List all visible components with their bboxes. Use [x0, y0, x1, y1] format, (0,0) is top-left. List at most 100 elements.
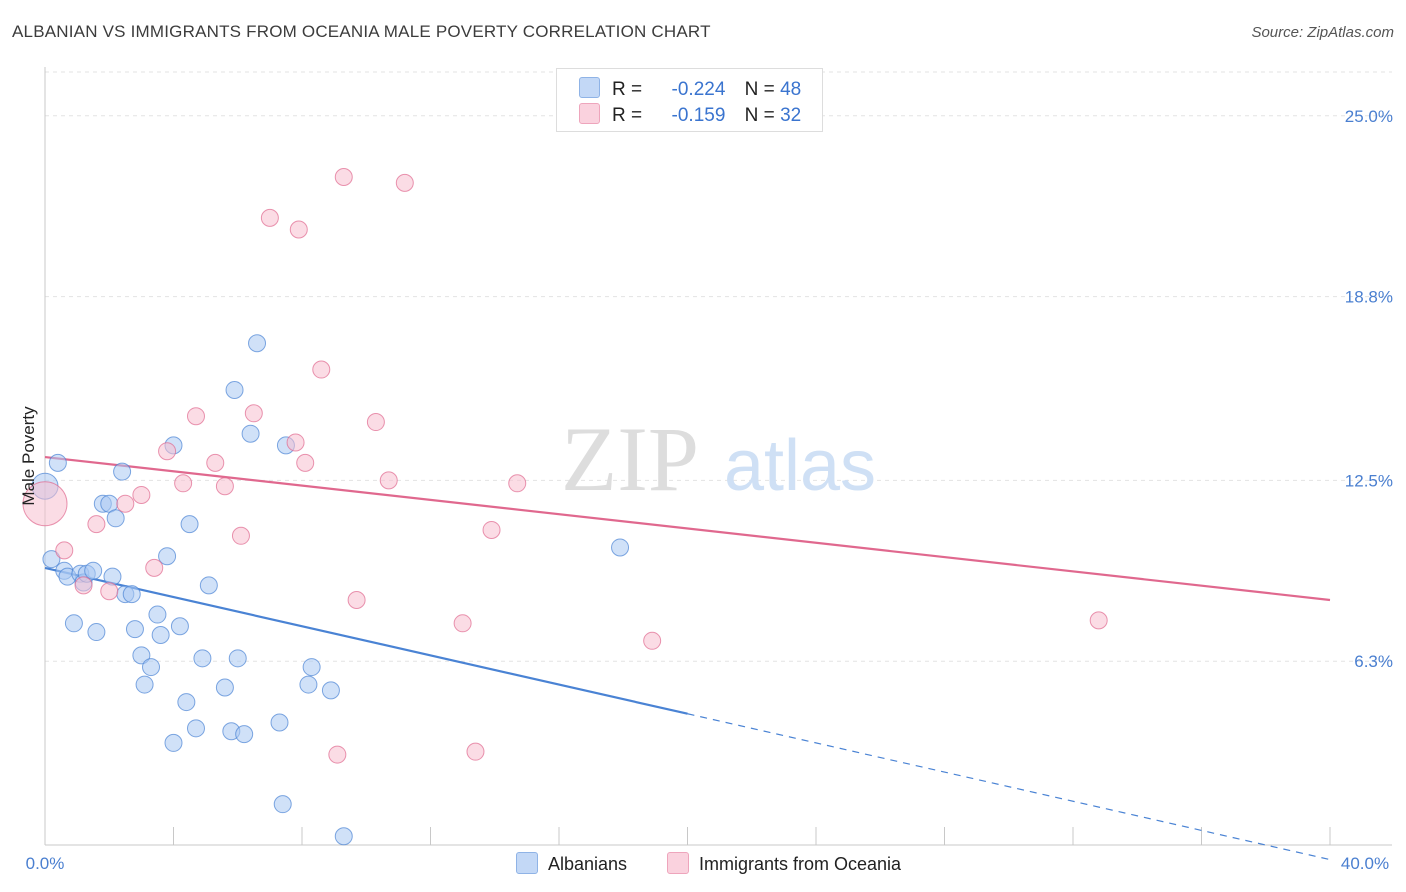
y-tick-label: 18.8% — [1345, 288, 1393, 307]
trendline — [44, 455, 1331, 602]
data-point — [611, 538, 630, 557]
data-point — [379, 471, 398, 490]
gridlines — [45, 71, 1392, 662]
data-point — [1089, 611, 1108, 630]
data-point — [289, 220, 308, 239]
watermark: ZIP atlas — [561, 408, 876, 510]
data-point — [334, 827, 353, 846]
y-axis-title: Male Poverty — [19, 406, 38, 506]
data-point — [312, 360, 331, 379]
data-point — [366, 413, 385, 432]
data-point — [482, 520, 501, 539]
data-point — [74, 576, 93, 595]
data-point — [347, 590, 366, 609]
chart-title: ALBANIAN VS IMMIGRANTS FROM OCEANIA MALE… — [12, 22, 711, 41]
data-point — [270, 713, 289, 732]
data-point — [296, 453, 315, 472]
data-point — [334, 168, 353, 187]
data-point — [235, 725, 254, 744]
data-point — [466, 742, 485, 761]
data-point — [215, 477, 234, 496]
data-point — [145, 558, 164, 577]
data-point — [248, 334, 267, 353]
axes — [44, 67, 1392, 846]
data-point — [158, 442, 177, 461]
data-point — [177, 693, 196, 712]
data-point — [106, 509, 125, 528]
series-legend-oceania: Immigrants from Oceania — [667, 852, 901, 875]
data-point — [132, 485, 151, 504]
data-point — [151, 625, 170, 644]
data-point — [48, 453, 67, 472]
data-point — [42, 550, 61, 569]
legend-r-value: -0.159 — [671, 105, 726, 126]
data-point — [453, 614, 472, 633]
data-point — [328, 745, 347, 764]
data-point — [206, 453, 225, 472]
legend-r-label: R = — [612, 79, 643, 100]
legend-row-albanians: R = -0.224 N = 48 — [579, 77, 801, 101]
data-point — [231, 526, 250, 545]
data-point — [116, 494, 135, 513]
data-point — [135, 675, 154, 694]
legend-n-value: 48 — [780, 79, 802, 100]
legend-r-value: -0.224 — [671, 79, 726, 100]
legend-n-value: 32 — [780, 105, 802, 126]
data-point — [113, 462, 132, 481]
watermark-atlas: atlas — [724, 426, 876, 506]
legend-row-oceania: R = -0.159 N = 32 — [579, 103, 801, 127]
data-point — [164, 733, 183, 752]
series-label-oceania: Immigrants from Oceania — [699, 854, 902, 874]
data-point — [321, 681, 340, 700]
y-tick-label: 12.5% — [1345, 471, 1393, 490]
tick-labels: 6.3% 12.5% 18.8% 25.0% 0.0% 40.0% — [26, 107, 1393, 873]
data-point — [125, 620, 144, 639]
data-point — [260, 208, 279, 227]
correlation-legend: R = -0.224 N = 48 R = -0.159 N = 32 — [556, 68, 823, 132]
data-point — [228, 649, 247, 668]
legend-swatch-oceania — [667, 852, 689, 874]
data-point — [100, 582, 119, 601]
data-point — [103, 567, 122, 586]
data-point — [286, 433, 305, 452]
data-point — [299, 675, 318, 694]
watermark-zip: ZIP — [561, 408, 699, 510]
data-point — [193, 649, 212, 668]
data-point — [174, 474, 193, 493]
data-point — [241, 424, 260, 443]
trendlines — [44, 455, 1331, 861]
data-point — [22, 481, 68, 527]
legend-swatch-oceania — [579, 103, 600, 124]
data-point — [186, 719, 205, 738]
legend-n-label: N = — [744, 79, 775, 100]
trendline-extension — [687, 713, 1331, 861]
data-point — [132, 646, 151, 665]
source-credit: Source: ZipAtlas.com — [1251, 24, 1394, 41]
trendline — [44, 566, 688, 715]
data-point — [158, 547, 177, 566]
data-point — [142, 658, 161, 677]
data-point — [87, 623, 106, 642]
legend-n-label: N = — [744, 105, 775, 126]
data-point — [199, 576, 218, 595]
legend-r-label: R = — [612, 105, 643, 126]
legend-swatch-albanians — [579, 77, 600, 98]
series-label-albanians: Albanians — [548, 854, 628, 874]
data-point — [225, 380, 244, 399]
y-tick-label: 6.3% — [1354, 652, 1393, 671]
data-point — [215, 678, 234, 697]
data-point — [508, 474, 527, 493]
series-legend-albanians: Albanians — [516, 852, 627, 875]
data-points — [22, 168, 1108, 846]
data-point — [643, 631, 662, 650]
data-point — [180, 515, 199, 534]
x-tick-label: 40.0% — [1341, 854, 1389, 873]
data-point — [55, 541, 74, 560]
data-point — [148, 605, 167, 624]
data-point — [273, 795, 292, 814]
legend-swatch-albanians — [516, 852, 538, 874]
data-point — [186, 407, 205, 426]
data-point — [302, 658, 321, 677]
data-point — [87, 515, 106, 534]
